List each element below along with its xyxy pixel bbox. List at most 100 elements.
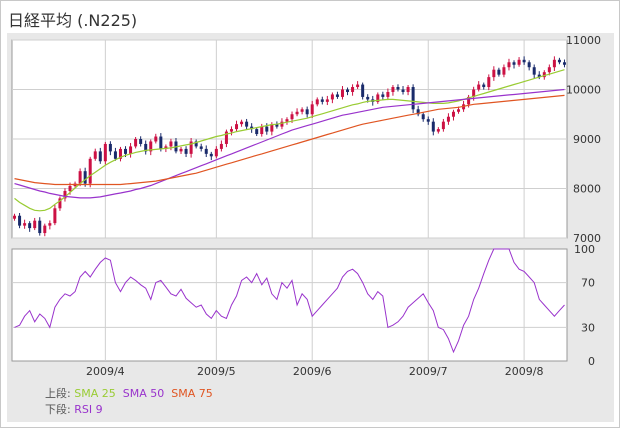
candle-body (517, 59, 521, 65)
candle-body (401, 89, 405, 92)
candle-body (229, 129, 233, 132)
price-tick-label: 7000 (573, 232, 601, 245)
candle-body (361, 84, 365, 97)
candle-body (134, 139, 138, 147)
candle-body (451, 111, 455, 117)
price-tick-label: 11000 (566, 34, 601, 47)
candle-body (285, 119, 289, 122)
candle-body (235, 124, 239, 130)
candle-body (219, 143, 223, 149)
candle-body (421, 114, 425, 120)
candle-body (557, 59, 561, 63)
candle-body (78, 171, 82, 184)
candle-body (320, 99, 324, 102)
candle-body (310, 104, 314, 115)
candle-body (93, 151, 97, 159)
candle-body (467, 96, 471, 105)
x-tick-label: 2009/5 (197, 365, 236, 378)
candle-body (300, 109, 304, 112)
x-tick-label: 2009/7 (409, 365, 448, 378)
candle-body (325, 99, 329, 102)
candle-body (58, 198, 62, 209)
candle-body (169, 141, 173, 147)
candle-body (124, 148, 128, 154)
candle-body (149, 141, 153, 152)
candle-body (144, 143, 148, 152)
candle-body (103, 143, 107, 162)
candle-body (386, 91, 390, 97)
candle-body (209, 153, 213, 157)
candle-body (23, 223, 27, 226)
candle-body (108, 143, 112, 152)
candle-body (487, 77, 491, 88)
candle-body (532, 67, 536, 75)
candle-body (552, 59, 556, 68)
candle-body (164, 146, 168, 149)
candle-body (189, 141, 193, 154)
sma50-line (14, 88, 565, 199)
candle-body (426, 119, 430, 122)
candle-body (497, 69, 501, 75)
candle-body (38, 220, 42, 234)
candle-body (214, 148, 218, 157)
candle-body (346, 89, 350, 92)
candle-body (280, 121, 284, 127)
x-tick-label: 2009/6 (293, 365, 332, 378)
candle-body (522, 59, 526, 63)
candle-body (477, 84, 481, 90)
price-tick-label: 8000 (573, 183, 601, 196)
candle-body (315, 99, 319, 105)
candle-body (270, 124, 274, 132)
candle-body (351, 87, 355, 92)
candle-body (335, 94, 339, 97)
candle-body (507, 62, 511, 68)
candle-body (199, 146, 203, 149)
candle-body (194, 141, 198, 147)
candle-body (391, 87, 395, 92)
candle-body (83, 171, 87, 184)
candle-body (431, 121, 435, 132)
candle-body (512, 62, 516, 65)
candle-body (330, 94, 334, 100)
candle-body (441, 121, 445, 130)
candle-body (366, 96, 370, 100)
candle-body (113, 151, 117, 159)
candle-body (18, 215, 22, 226)
candle-body (416, 109, 420, 115)
candle-body (118, 148, 122, 159)
legend-lower-label: 下段: (45, 403, 71, 416)
candle-body (159, 136, 163, 149)
candle-body (396, 87, 400, 90)
candle-body (537, 74, 541, 78)
candle-body (492, 69, 496, 78)
chart-title: 日経平均 (.N225) (8, 11, 138, 30)
candle-body (376, 94, 380, 102)
candle-body (98, 151, 102, 162)
legend-upper: 上段: SMA 25 SMA 50 SMA 75 (45, 385, 213, 401)
candle-body (48, 223, 52, 226)
candle-body (542, 72, 546, 78)
candle-body (472, 89, 476, 97)
candle-body (13, 215, 17, 219)
legend-sma75: SMA 75 (171, 387, 213, 400)
candle-body (547, 67, 551, 73)
candle-body (527, 62, 531, 68)
candle-body (340, 89, 344, 97)
candle-body (204, 148, 208, 154)
candle-body (43, 225, 47, 234)
candle-body (381, 94, 385, 97)
sma25-line (14, 69, 565, 212)
legend-rsi9: RSI 9 (74, 403, 103, 416)
candle-body (139, 139, 143, 144)
rsi-line (14, 248, 565, 354)
chart-panel: 7000 8000 9000 10000 11000 0 30 70 100 2009/4 2009… (7, 33, 614, 422)
candle-body (154, 136, 158, 142)
x-tick-label: 2009/8 (505, 365, 544, 378)
candle-body (88, 158, 92, 184)
candle-body (245, 121, 249, 127)
candle-body (482, 84, 486, 88)
rsi-tick-label: 30 (581, 321, 595, 334)
candle-body (457, 109, 461, 112)
legend-sma25: SMA 25 (74, 387, 116, 400)
